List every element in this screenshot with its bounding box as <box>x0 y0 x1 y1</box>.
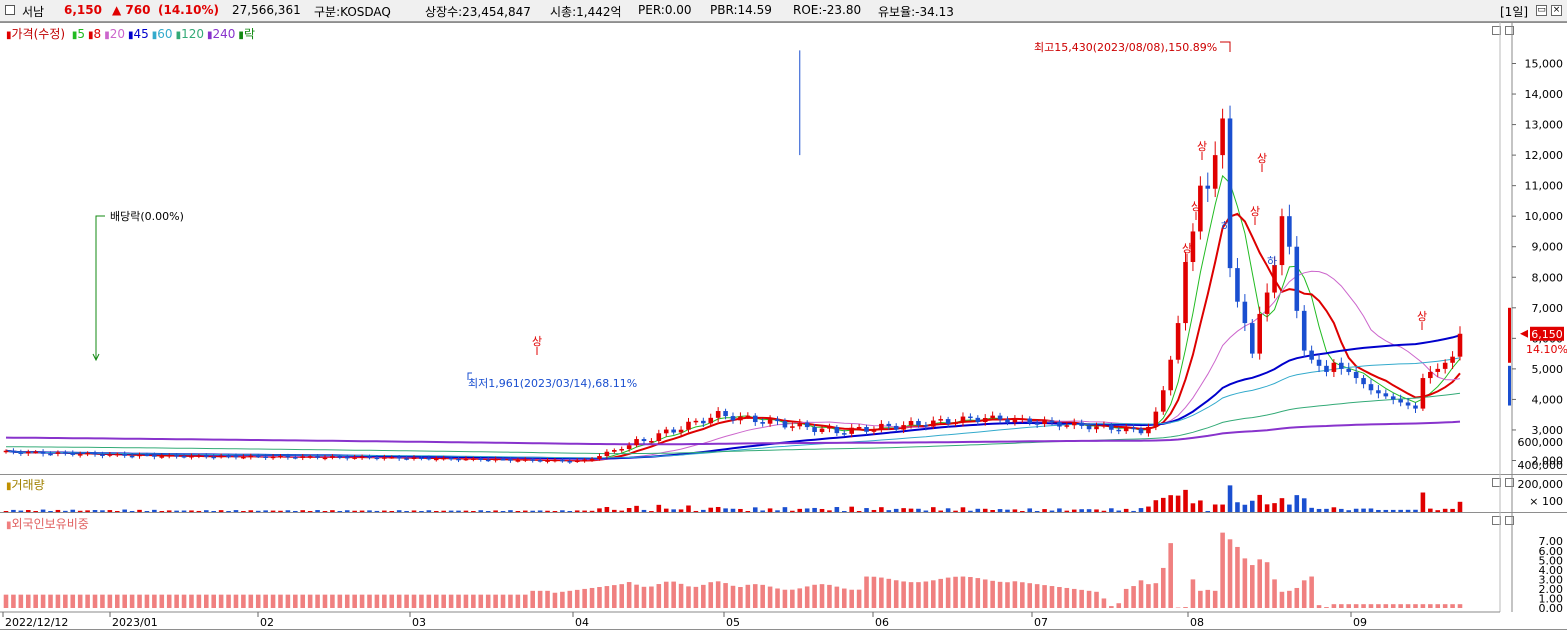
price-legend: ▮가격(수정) ▮5 ▮8 ▮20 ▮45 ▮60 ▮120 ▮240 ▮락 <box>6 25 255 42</box>
legend-ma-marker: ▮ <box>71 30 78 41</box>
legend-ma-5[interactable]: 120 <box>181 27 204 41</box>
stock-name[interactable]: 서남 <box>22 5 45 19</box>
legend-ma-4[interactable]: 60 <box>157 27 173 41</box>
legend-price[interactable]: 가격(수정) <box>11 27 66 41</box>
foreign-maximize-icon[interactable] <box>1505 516 1514 525</box>
legend-ma-marker: ▮ <box>104 30 110 41</box>
legend-ma-marker: ▮ <box>88 30 94 41</box>
pbr-value: PBR:14.59 <box>710 3 772 17</box>
pane-minimize-icon[interactable] <box>1492 26 1501 35</box>
volume-pane: ▮거래량 <box>0 474 1567 512</box>
per-value: PER:0.00 <box>638 3 692 17</box>
foreign-title[interactable]: 외국인보유비중 <box>11 517 89 531</box>
legend-ma-0[interactable]: 5 <box>77 27 86 41</box>
volume-title[interactable]: 거래량 <box>11 478 45 492</box>
legend-marker: ▮ <box>6 30 12 41</box>
volume-maximize-icon[interactable] <box>1505 478 1514 487</box>
ma-legend: ▮5 ▮8 ▮20 ▮45 ▮60 ▮120 ▮240 ▮락 <box>69 27 255 41</box>
pane-maximize-icon[interactable] <box>1505 26 1514 35</box>
legend-ma-marker: ▮ <box>127 30 134 41</box>
legend-ma-marker: ▮ <box>151 30 158 41</box>
listed-shares: 상장수:23,454,847 <box>425 5 531 19</box>
volume-legend: ▮거래량 <box>6 478 45 492</box>
close-icon[interactable]: × <box>1551 5 1562 16</box>
legend-ma-marker: ▮ <box>207 30 213 41</box>
legend-ma-1[interactable]: 8 <box>93 27 102 41</box>
price-change-pct: (14.10%) <box>158 3 219 17</box>
market-cap: 시총:1,442억 <box>550 5 622 19</box>
legend-ma-7[interactable]: 락 <box>243 27 255 41</box>
select-checkbox[interactable] <box>5 5 15 15</box>
volume-minimize-icon[interactable] <box>1492 478 1501 487</box>
foreign-pane: ▮외국인보유비중 <box>0 512 1567 630</box>
legend-ma-2[interactable]: 20 <box>109 27 125 41</box>
price-pane: ▮가격(수정) ▮5 ▮8 ▮20 ▮45 ▮60 ▮120 ▮240 ▮락 <box>0 22 1567 474</box>
foreign-minimize-icon[interactable] <box>1492 516 1501 525</box>
period-selector[interactable]: [1일] <box>1500 5 1529 19</box>
foreign-legend: ▮외국인보유비중 <box>6 517 89 531</box>
roe-value: ROE:-23.80 <box>793 3 862 17</box>
legend-ma-marker: ▮ <box>238 30 244 41</box>
reserve-ratio: 유보율:-34.13 <box>878 5 954 19</box>
price-change: ▲ 760 <box>112 3 151 17</box>
market-type: 구분:KOSDAQ <box>314 5 391 19</box>
restore-icon[interactable]: ▭ <box>1536 5 1547 16</box>
volume-value: 27,566,361 <box>232 3 301 17</box>
legend-ma-3[interactable]: 45 <box>133 27 149 41</box>
legend-ma-6[interactable]: 240 <box>212 27 236 41</box>
chart-header: 서남 6,150 ▲ 760 (14.10%) 27,566,361 구분:KO… <box>0 0 1567 22</box>
stock-price: 6,150 <box>64 3 102 17</box>
legend-ma-marker: ▮ <box>175 30 182 41</box>
